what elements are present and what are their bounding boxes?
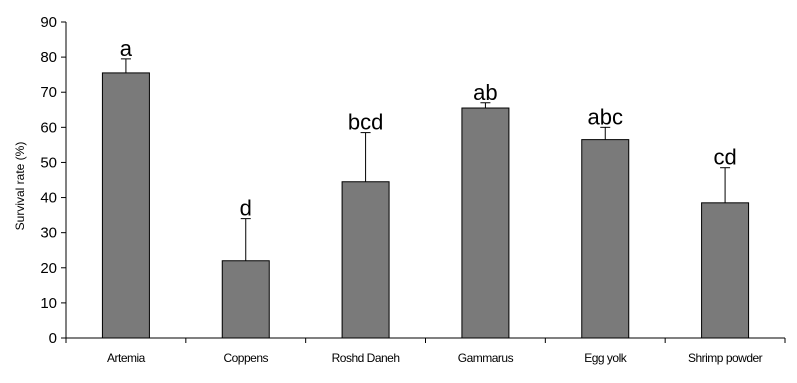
x-category-label: Egg yolk — [584, 351, 628, 365]
y-tick-label: 50 — [40, 154, 57, 171]
y-tick-label: 10 — [40, 295, 57, 312]
bars-group — [101, 72, 750, 339]
x-category-label: Artemia — [107, 351, 146, 365]
significance-label: cd — [713, 145, 736, 170]
bar-roshd-daneh — [341, 181, 390, 339]
bar-artemia — [101, 72, 150, 339]
bar-egg-yolk — [581, 139, 630, 339]
axes-group: 0 10 20 30 40 50 60 70 80 90 — [40, 14, 786, 347]
y-tick-label: 20 — [40, 260, 57, 277]
y-tick-label: 0 — [49, 330, 57, 347]
x-category-label: Roshd Daneh — [332, 351, 400, 365]
significance-label: abc — [588, 104, 623, 129]
significance-label: ab — [473, 80, 497, 105]
significance-label: a — [120, 36, 133, 61]
bar-coppens — [221, 260, 270, 339]
significance-label: bcd — [348, 110, 383, 135]
y-tick-label: 30 — [40, 225, 57, 242]
significance-label: d — [240, 196, 252, 221]
y-tick-label: 70 — [40, 84, 57, 101]
x-category-label: Gammarus — [458, 351, 514, 365]
y-tick-label: 80 — [40, 49, 57, 66]
y-axis-title: Survival rate (%) — [13, 142, 27, 231]
bar-shrimp-powder — [701, 202, 750, 339]
y-tick-label: 40 — [40, 190, 57, 207]
labels-group: a Artemia d Coppens bcd Roshd Daneh ab Gammarus… — [107, 36, 763, 365]
x-category-label: Coppens — [223, 351, 268, 365]
x-category-label: Shrimp powder — [688, 351, 763, 365]
y-tick-label: 60 — [40, 119, 57, 136]
y-tick-label: 90 — [40, 14, 57, 31]
bar-gammarus — [461, 107, 510, 339]
error-bars-group — [120, 58, 731, 261]
